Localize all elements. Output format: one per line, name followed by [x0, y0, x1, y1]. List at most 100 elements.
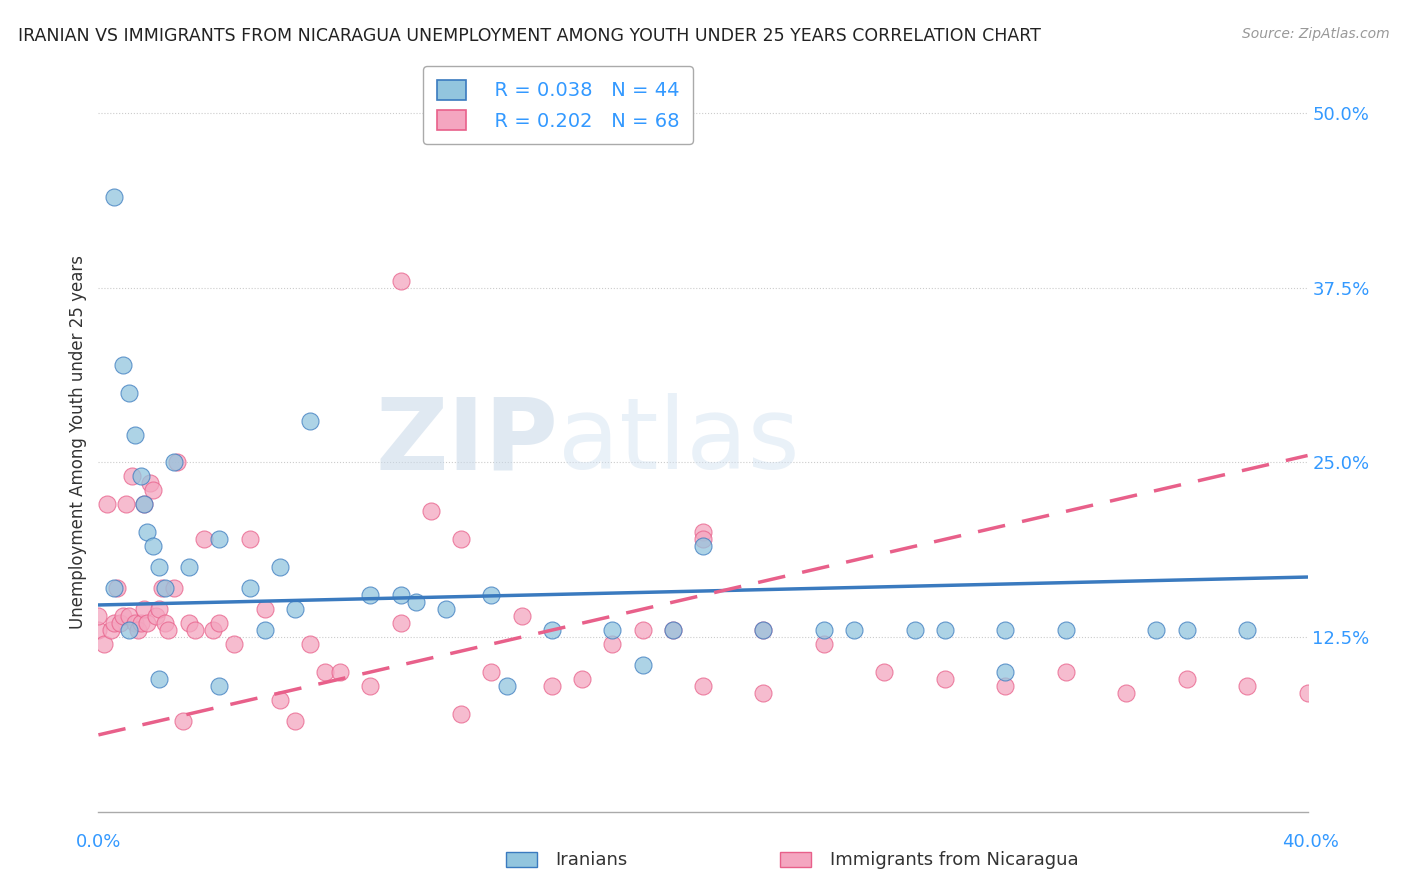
Point: [405, 595, 427, 609]
Point: [127, 623, 149, 637]
Point: [166, 455, 188, 469]
Point: [132, 497, 155, 511]
Point: [602, 623, 624, 637]
Point: [103, 581, 125, 595]
Point: [148, 602, 170, 616]
Point: [111, 358, 134, 372]
Point: [208, 679, 231, 693]
Point: [269, 560, 291, 574]
Point: [420, 504, 443, 518]
Point: [1236, 679, 1258, 693]
Point: [389, 274, 412, 288]
Point: [111, 609, 134, 624]
Y-axis label: Unemployment Among Youth under 25 years: Unemployment Among Youth under 25 years: [69, 254, 87, 629]
Point: [692, 525, 714, 540]
Point: [153, 581, 176, 595]
Point: [752, 623, 775, 637]
Point: [253, 602, 276, 616]
Point: [329, 665, 352, 679]
Point: [139, 476, 162, 491]
Point: [752, 623, 775, 637]
Point: [631, 658, 654, 673]
Point: [153, 616, 176, 631]
Point: [692, 539, 714, 553]
Point: [284, 602, 307, 616]
Point: [208, 533, 231, 547]
Point: [481, 665, 503, 679]
Point: [142, 539, 165, 553]
Point: [172, 714, 194, 728]
Point: [224, 637, 246, 651]
Text: Immigrants from Nicaragua: Immigrants from Nicaragua: [830, 851, 1078, 869]
Point: [239, 581, 262, 595]
Point: [1054, 623, 1077, 637]
Point: [163, 455, 186, 469]
Point: [284, 714, 307, 728]
Point: [132, 602, 155, 616]
Point: [540, 679, 562, 693]
Point: [96, 497, 118, 511]
Point: [142, 483, 165, 498]
Point: [184, 623, 207, 637]
Point: [179, 616, 201, 631]
Point: [904, 623, 927, 637]
Point: [193, 533, 215, 547]
Point: [692, 679, 714, 693]
Point: [129, 469, 152, 483]
Text: 40.0%: 40.0%: [1282, 833, 1339, 851]
Point: [1296, 686, 1319, 700]
Point: [93, 637, 115, 651]
Point: [129, 616, 152, 631]
Point: [135, 525, 157, 540]
Point: [360, 679, 382, 693]
Point: [389, 616, 412, 631]
Point: [934, 672, 956, 686]
Point: [752, 686, 775, 700]
Point: [103, 616, 125, 631]
Point: [602, 637, 624, 651]
Point: [389, 588, 412, 602]
Text: Source: ZipAtlas.com: Source: ZipAtlas.com: [1241, 27, 1389, 41]
Point: [450, 533, 472, 547]
Point: [450, 706, 472, 721]
Point: [692, 533, 714, 547]
Point: [253, 623, 276, 637]
Point: [434, 602, 457, 616]
Point: [314, 665, 336, 679]
Point: [631, 623, 654, 637]
Point: [100, 623, 122, 637]
Point: [148, 672, 170, 686]
Point: [1175, 672, 1198, 686]
Point: [481, 588, 503, 602]
Point: [145, 609, 167, 624]
Point: [360, 588, 382, 602]
Point: [934, 623, 956, 637]
Point: [510, 609, 533, 624]
Point: [844, 623, 866, 637]
Point: [103, 190, 125, 204]
Point: [163, 581, 186, 595]
Point: [208, 616, 231, 631]
Point: [1144, 623, 1167, 637]
Point: [661, 623, 683, 637]
Point: [148, 560, 170, 574]
Point: [994, 679, 1017, 693]
Point: [108, 616, 131, 631]
Point: [87, 623, 110, 637]
Point: [813, 637, 835, 651]
Point: [495, 679, 517, 693]
Point: [1236, 623, 1258, 637]
Point: [132, 497, 155, 511]
Text: IRANIAN VS IMMIGRANTS FROM NICARAGUA UNEMPLOYMENT AMONG YOUTH UNDER 25 YEARS COR: IRANIAN VS IMMIGRANTS FROM NICARAGUA UNE…: [18, 27, 1042, 45]
Text: Iranians: Iranians: [555, 851, 627, 869]
Point: [299, 637, 322, 651]
Point: [118, 609, 141, 624]
Point: [1175, 623, 1198, 637]
Point: [150, 581, 173, 595]
Point: [202, 623, 225, 637]
Point: [994, 665, 1017, 679]
Point: [299, 414, 322, 428]
Point: [571, 672, 593, 686]
Point: [121, 469, 143, 483]
Point: [873, 665, 896, 679]
